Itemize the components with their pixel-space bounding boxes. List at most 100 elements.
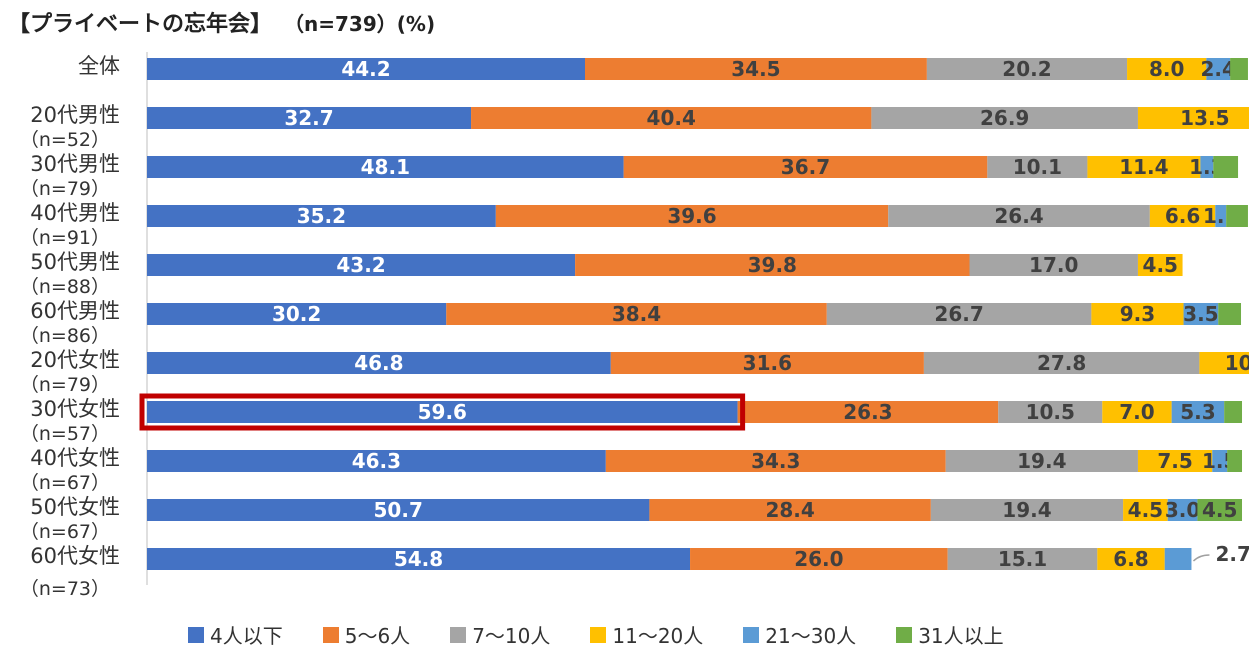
bar-segment [1167,499,1198,521]
bar-segment [1091,303,1184,325]
category-n-label: （n=91） [20,227,110,249]
data-label: 26.9 [980,106,1029,130]
data-label: 34.5 [731,57,780,81]
data-label: 3.5 [1183,302,1218,326]
data-label: 19.4 [1017,449,1066,473]
bar-segment [826,303,1092,325]
category-n-label: （n=79） [20,374,110,396]
data-label: 20.2 [1002,57,1051,81]
category-label: 20代男性 [30,103,120,127]
chart-title-text: 【プライベートの忘年会】 [8,12,273,37]
data-label: 10.5 [1026,400,1075,424]
chart-subtitle: （n=739）(%) [294,12,436,36]
data-label: 35.2 [297,204,346,228]
data-label: 15.1 [998,547,1047,571]
legend-item: 21～30人 [743,620,856,649]
category-label: 50代女性 [30,495,120,519]
legend-item: 5～6人 [322,620,411,649]
data-label: 32.7 [284,106,333,130]
bar-segment [605,450,946,472]
category-label: 60代女性 [30,544,120,568]
category-n-label: （n=86） [20,325,110,347]
bar-segment [147,107,472,129]
bar-segment [945,450,1138,472]
data-label: 39.8 [748,253,797,277]
legend-item: 4人以下 [188,620,283,649]
bar-segment [147,156,624,178]
category-label: 20代女性 [30,348,120,372]
bar-segment [1206,58,1231,80]
legend-swatch [322,626,339,643]
bar-segment [998,401,1103,423]
data-label: 38.4 [612,302,661,326]
bar-segment [1227,450,1243,472]
category-n-label: （n=73） [20,578,110,600]
bar-segment [871,107,1138,129]
legend-label: 7～10人 [472,624,551,648]
data-label: 26.0 [794,547,843,571]
data-label: 9.3 [1120,302,1155,326]
bar-segment [1087,156,1201,178]
data-label: 39.6 [667,204,716,228]
data-label: 34.3 [751,449,800,473]
data-label: 4.5 [1202,498,1237,522]
bar-segment [147,58,586,80]
bar-segment [1137,450,1213,472]
legend-item: 11～20人 [590,620,703,649]
data-label: 5.3 [1180,400,1215,424]
legend-label: 5～6人 [344,624,411,648]
category-label: 全体 [78,54,120,78]
bar-segment [930,499,1124,521]
data-label: 6.6 [1165,204,1200,228]
bar-segment [737,401,999,423]
legend-item: 31人以上 [896,620,1004,649]
bar-segment [1224,401,1243,423]
bar-segment [147,450,606,472]
bar-segment [690,548,948,570]
data-label: 4.5 [1128,498,1163,522]
legend-swatch [743,626,760,643]
bar-segment [147,205,496,227]
bar-segment [1183,303,1219,325]
data-label: 36.7 [781,155,830,179]
bar-segment [1226,205,1248,227]
data-label: 10.1 [1225,351,1249,375]
bar-segment [623,156,988,178]
bar-segment [1230,58,1248,80]
data-label: 30.2 [272,302,321,326]
highlight-box [139,393,746,431]
chart-legend: 4人以下 5～6人 7～10人 11～20人 21～30人 31人以上 [188,620,1044,649]
data-label: 28.4 [765,498,814,522]
bar-segment [923,352,1200,374]
category-label: 30代男性 [30,152,120,176]
data-label: 3.0 [1165,498,1200,522]
bar-segment [1213,156,1239,178]
bar-segment [926,58,1128,80]
category-n-label: （n=67） [20,521,110,543]
bar-segment [987,156,1088,178]
category-label: 50代男性 [30,250,120,274]
data-label: 48.1 [361,155,410,179]
data-label: 17.0 [1029,253,1078,277]
bar-segment [147,401,738,423]
chart-title: 【プライベートの忘年会】 （n=739）(%) [8,6,435,38]
bar-segment [1097,548,1165,570]
category-n-label: （n=79） [20,178,110,200]
data-label: 11.4 [1119,155,1168,179]
bar-segment [610,352,924,374]
data-label: 7.0 [1119,400,1154,424]
bar-segment [1218,303,1242,325]
data-label: 59.6 [418,400,467,424]
leader-line [1192,554,1210,562]
data-label: 19.4 [1002,498,1051,522]
data-label: 27.8 [1037,351,1086,375]
bar-segment [1123,499,1168,521]
legend-item: 7～10人 [450,620,550,649]
data-label: 26.4 [994,204,1043,228]
bar-segment [1127,58,1207,80]
bar-segment [575,254,970,276]
category-n-label: （n=57） [20,423,110,445]
bar-segment [147,303,447,325]
bar-segment [1200,156,1214,178]
